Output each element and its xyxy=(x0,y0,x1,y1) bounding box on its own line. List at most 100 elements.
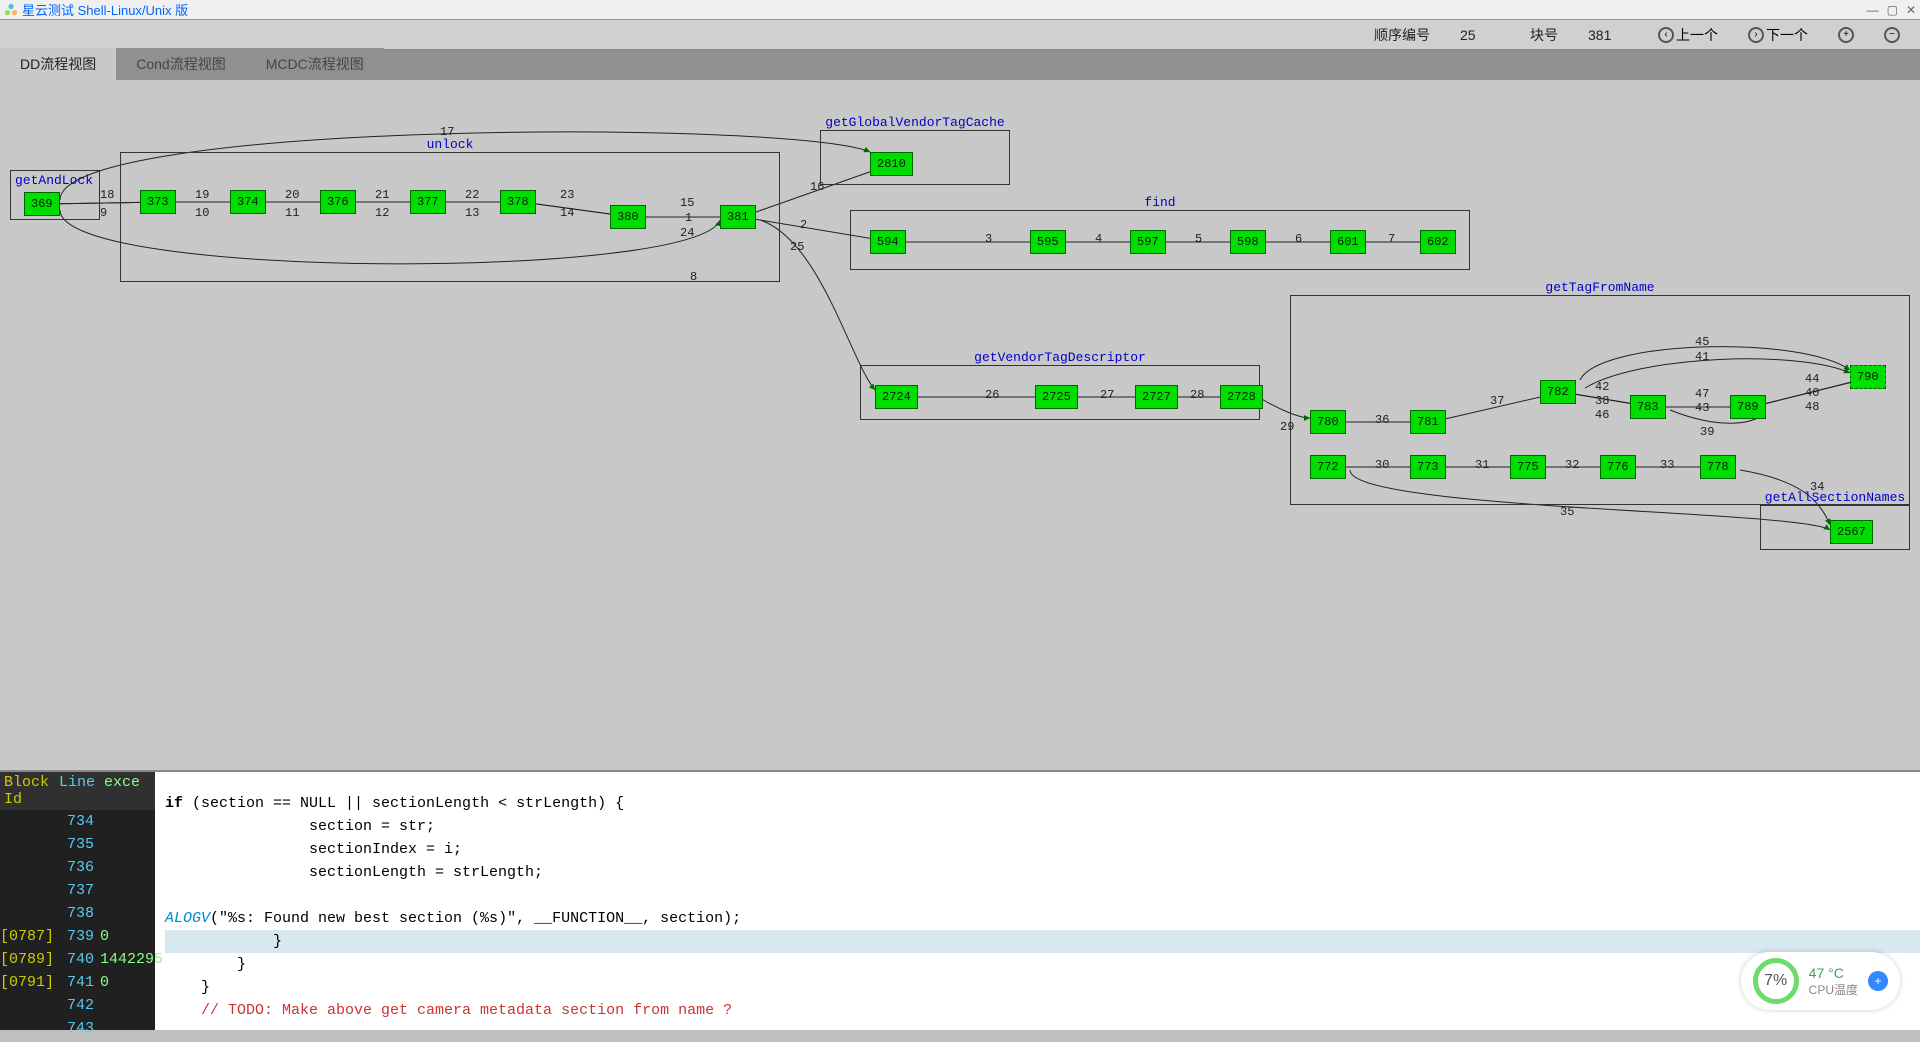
tab-dd[interactable]: DD流程视图 xyxy=(0,48,116,80)
cpu-temp: 47 °C CPU温度 xyxy=(1809,965,1858,998)
group-label: getGlobalVendorTagCache xyxy=(825,115,1004,130)
node-376[interactable]: 376 xyxy=(320,190,356,214)
block-value: 381 xyxy=(1588,27,1628,43)
node-595[interactable]: 595 xyxy=(1030,230,1066,254)
edge-label: 24 xyxy=(680,226,694,240)
node-2728[interactable]: 2728 xyxy=(1220,385,1263,409)
node-377[interactable]: 377 xyxy=(410,190,446,214)
code-line[interactable]: sectionIndex = i; xyxy=(165,838,1920,861)
node-775[interactable]: 775 xyxy=(1510,455,1546,479)
edge-label: 22 xyxy=(465,188,479,202)
node-776[interactable]: 776 xyxy=(1600,455,1636,479)
node-2810[interactable]: 2810 xyxy=(870,152,913,176)
gutter-row: 738 xyxy=(0,902,155,925)
group-label: getAllSectionNames xyxy=(1765,490,1905,505)
group-label: getVendorTagDescriptor xyxy=(974,350,1146,365)
code-line[interactable]: if (section == NULL || sectionLength < s… xyxy=(165,792,1920,815)
code-line[interactable]: } xyxy=(165,930,1920,953)
code-line[interactable]: } xyxy=(165,953,1920,976)
gutter-row: 743 xyxy=(0,1017,155,1040)
tab-cond[interactable]: Cond流程视图 xyxy=(116,48,245,80)
code-line[interactable]: } xyxy=(165,976,1920,999)
node-598[interactable]: 598 xyxy=(1230,230,1266,254)
edge-label: 9 xyxy=(100,206,107,220)
node-2567[interactable]: 2567 xyxy=(1830,520,1873,544)
node-2727[interactable]: 2727 xyxy=(1135,385,1178,409)
node-374[interactable]: 374 xyxy=(230,190,266,214)
gutter-row: 737 xyxy=(0,879,155,902)
node-781[interactable]: 781 xyxy=(1410,410,1446,434)
system-widget[interactable]: 7% 47 °C CPU温度 + xyxy=(1741,952,1900,1010)
edge-label: 39 xyxy=(1700,425,1714,439)
node-378[interactable]: 378 xyxy=(500,190,536,214)
gutter-row: 742 xyxy=(0,994,155,1017)
node-380[interactable]: 380 xyxy=(610,205,646,229)
minimize-icon[interactable]: — xyxy=(1867,3,1879,17)
node-601[interactable]: 601 xyxy=(1330,230,1366,254)
node-2724[interactable]: 2724 xyxy=(875,385,918,409)
code-line[interactable]: sectionLength = strLength; xyxy=(165,861,1920,884)
zoom-out-icon[interactable]: − xyxy=(1884,27,1900,43)
edge-label: 13 xyxy=(465,206,479,220)
node-790[interactable]: 790 xyxy=(1850,365,1886,389)
close-icon[interactable]: ✕ xyxy=(1906,3,1916,17)
node-778[interactable]: 778 xyxy=(1700,455,1736,479)
flow-canvas[interactable]: getAndLockunlockgetGlobalVendorTagCachef… xyxy=(0,80,1920,770)
block-label: 块号 xyxy=(1530,25,1558,45)
app-logo-icon xyxy=(4,3,18,17)
edge-label: 35 xyxy=(1560,505,1574,519)
gutter-row: [0791]7410 xyxy=(0,971,155,994)
node-602[interactable]: 602 xyxy=(1420,230,1456,254)
edge-label: 15 xyxy=(680,196,694,210)
code-area[interactable]: if (section == NULL || sectionLength < s… xyxy=(155,772,1920,1030)
tab-mcdc[interactable]: MCDC流程视图 xyxy=(246,48,384,80)
code-line[interactable]: ALOGV("%s: Found new best section (%s)",… xyxy=(165,907,1920,930)
code-line[interactable]: // TODO: Make above get camera metadata … xyxy=(165,999,1920,1022)
code-panel: Block Id Line exce 734735736737738[0787]… xyxy=(0,770,1920,1030)
gutter-row: [0787]7390 xyxy=(0,925,155,948)
node-381[interactable]: 381 xyxy=(720,205,756,229)
code-gutter: Block Id Line exce 734735736737738[0787]… xyxy=(0,772,155,1030)
edge-label: 5 xyxy=(1195,232,1202,246)
node-773[interactable]: 773 xyxy=(1410,455,1446,479)
node-782[interactable]: 782 xyxy=(1540,380,1576,404)
maximize-icon[interactable]: ▢ xyxy=(1887,3,1898,17)
edge-label: 20 xyxy=(285,188,299,202)
info-bar: 顺序编号 25 块号 381 ‹上一个 ›下一个 + − xyxy=(0,20,1920,50)
edge-label: 2 xyxy=(800,218,807,232)
edge-label: 6 xyxy=(1295,232,1302,246)
edge-label: 14 xyxy=(560,206,574,220)
next-button[interactable]: ›下一个 xyxy=(1748,25,1808,45)
edge-label: 48 xyxy=(1805,400,1819,414)
window-title: 星云测试 Shell-Linux/Unix 版 xyxy=(22,0,1867,19)
edge-label: 43 xyxy=(1695,401,1709,415)
zoom-in-icon[interactable]: + xyxy=(1838,27,1854,43)
node-597[interactable]: 597 xyxy=(1130,230,1166,254)
prev-button[interactable]: ‹上一个 xyxy=(1658,25,1718,45)
widget-add-icon[interactable]: + xyxy=(1868,971,1888,991)
group-unlock: unlock xyxy=(120,152,780,282)
edge-label: 3 xyxy=(985,232,992,246)
edge-label: 4 xyxy=(1095,232,1102,246)
tab-bar: DD流程视图 Cond流程视图 MCDC流程视图 xyxy=(0,50,1920,80)
edge-label: 11 xyxy=(285,206,299,220)
edge-label: 18 xyxy=(100,188,114,202)
node-772[interactable]: 772 xyxy=(1310,455,1346,479)
edge-label: 42 xyxy=(1595,380,1609,394)
edge-label: 46 xyxy=(1595,408,1609,422)
code-line[interactable] xyxy=(165,884,1920,907)
node-783[interactable]: 783 xyxy=(1630,395,1666,419)
node-373[interactable]: 373 xyxy=(140,190,176,214)
seq-label: 顺序编号 xyxy=(1374,25,1430,45)
gutter-row: 736 xyxy=(0,856,155,879)
node-780[interactable]: 780 xyxy=(1310,410,1346,434)
edge-label: 16 xyxy=(810,180,824,194)
node-369[interactable]: 369 xyxy=(24,192,60,216)
edge-label: 10 xyxy=(195,206,209,220)
gutter-row: [0789]7401442295 xyxy=(0,948,155,971)
code-line[interactable]: section = str; xyxy=(165,815,1920,838)
node-2725[interactable]: 2725 xyxy=(1035,385,1078,409)
group-label: find xyxy=(1144,195,1175,210)
node-789[interactable]: 789 xyxy=(1730,395,1766,419)
node-594[interactable]: 594 xyxy=(870,230,906,254)
